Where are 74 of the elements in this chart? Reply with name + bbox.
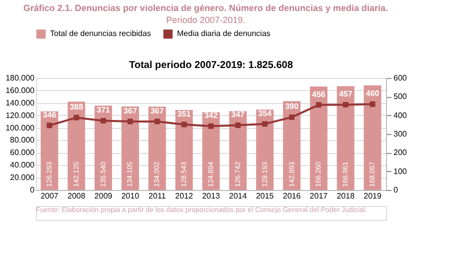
data-label: 342 (204, 111, 218, 120)
data-label: 390 (285, 102, 299, 112)
x-tick-label: 2010 (121, 192, 140, 200)
y-tick-label: 180.000 (6, 74, 36, 82)
data-label: 346 (42, 110, 57, 120)
y-tick-label: 80.000 (10, 136, 36, 145)
point (235, 122, 241, 128)
chart-subtitle: Periodo 2007-2019. (166, 15, 246, 25)
bar (68, 102, 86, 190)
y2-tick-label: 500 (394, 92, 408, 102)
y2-tick-label: 200 (394, 148, 408, 158)
legend-label: Media diaria de denuncias (177, 29, 270, 38)
data-label: 351 (177, 109, 192, 118)
point (289, 114, 295, 120)
bar (336, 86, 354, 190)
text: Total periodo 2007-2019: 1.825.608 (129, 60, 294, 71)
bar (364, 85, 382, 190)
point (46, 122, 52, 128)
x-tick-label: 2009 (94, 192, 113, 200)
bar (94, 106, 112, 190)
y2-tick-label: 300 (394, 130, 408, 138)
point (181, 122, 187, 128)
data-label: 367 (150, 106, 164, 116)
bar (283, 101, 301, 190)
y-tick-label: 100.000 (6, 123, 36, 132)
y-tick-label: 20.000 (10, 173, 36, 182)
point (74, 114, 80, 120)
bar (175, 110, 193, 190)
x-tick-label: 2014 (229, 192, 248, 200)
data-label: 456 (312, 90, 326, 99)
point (100, 118, 106, 124)
legend-label: Total de denuncias recibidas (50, 29, 151, 38)
x-tick-label: 2017 (310, 192, 328, 200)
data-label: 354 (258, 108, 272, 118)
x-tick-label: 2015 (256, 192, 274, 200)
data-label: 371 (96, 106, 111, 115)
bar (148, 106, 166, 190)
y-tick-label: 160.000 (6, 86, 36, 95)
point (370, 101, 376, 107)
x-tick-label: 2018 (336, 192, 356, 200)
y2-tick-label: 400 (394, 110, 408, 120)
bar (310, 86, 328, 190)
y-tick-label: 120.000 (6, 110, 36, 120)
bar (121, 106, 139, 190)
data-label: 347 (231, 110, 246, 120)
bar (202, 112, 220, 190)
x-tick-label: 2019 (364, 192, 382, 200)
point (127, 118, 133, 124)
bar (256, 110, 274, 190)
y2-tick-label: 600 (394, 74, 408, 82)
x-tick-label: 2008 (67, 192, 86, 200)
point (208, 123, 214, 129)
y-tick-label: 60.000 (10, 148, 36, 158)
point (342, 102, 348, 108)
point (262, 121, 268, 127)
point (316, 102, 322, 108)
y2-tick-label: 100 (394, 166, 408, 176)
x-tick-label: 2016 (282, 192, 302, 200)
y-tick-label: 140.000 (6, 98, 36, 108)
y-tick-label: 40.000 (10, 160, 36, 170)
data-label: 460 (366, 89, 380, 98)
x-tick-label: 2007 (40, 192, 59, 200)
bar (40, 111, 58, 190)
chart-title: Gráfico 2.1. Denuncias por violencia de género. Número de denuncias y media diaria. (23, 3, 388, 13)
x-tick-label: 2011 (148, 192, 166, 200)
data-label: 457 (338, 90, 353, 99)
x-tick-label: 2013 (202, 192, 220, 200)
point (154, 118, 160, 124)
data-label: 388 (70, 102, 84, 112)
x-tick-label: 2012 (175, 192, 194, 200)
y2-tick-label: 0 (394, 186, 398, 194)
y-tick-label: 0 (30, 186, 36, 194)
data-label: 367 (124, 106, 138, 116)
bar (229, 111, 247, 190)
